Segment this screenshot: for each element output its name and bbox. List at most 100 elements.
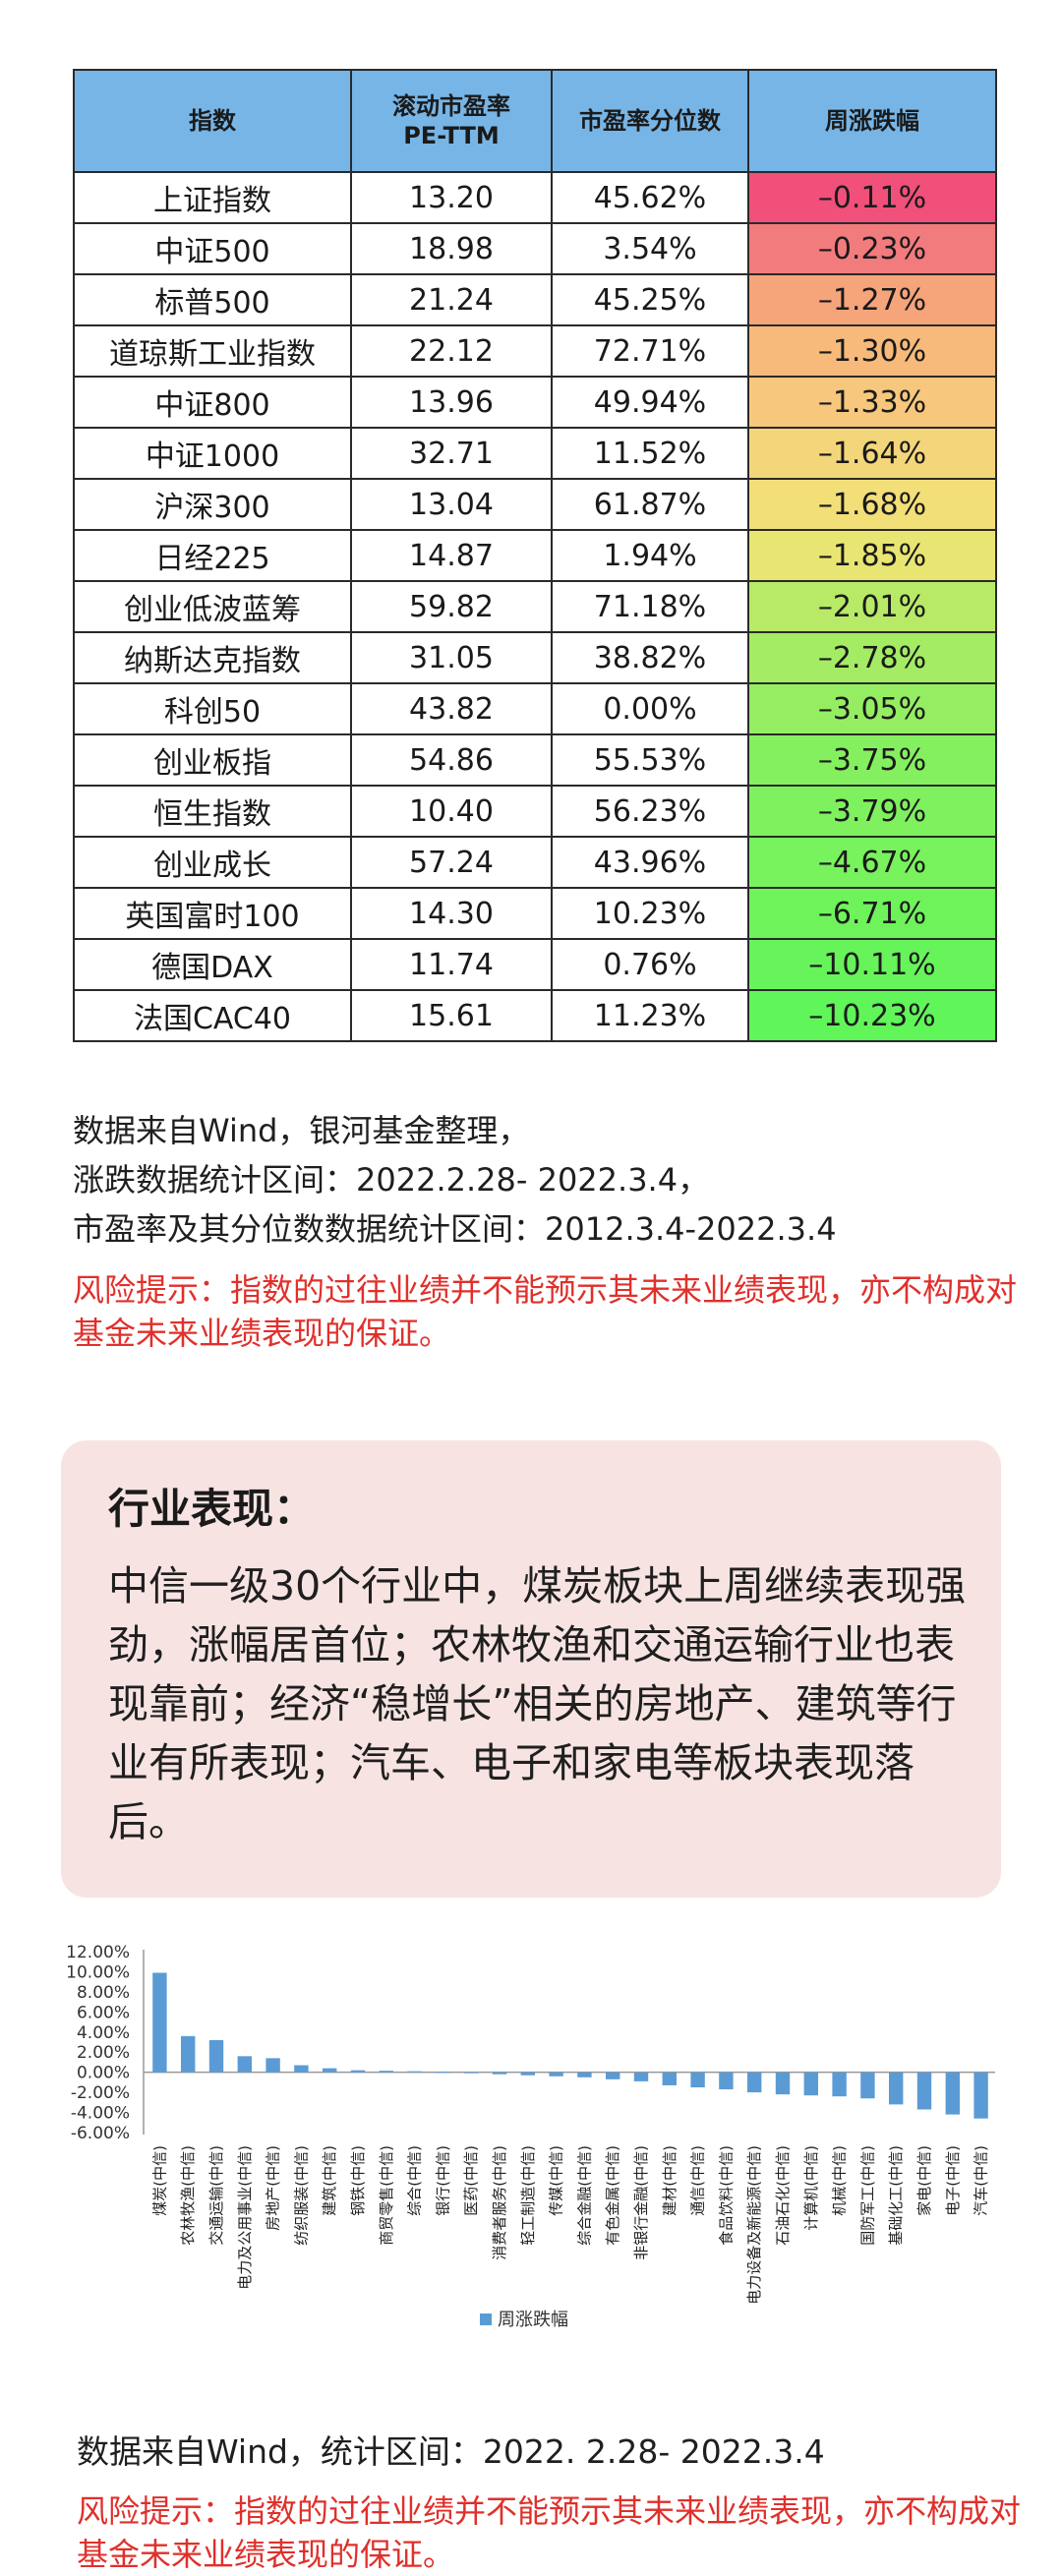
pe-ttm-cell: 10.40 [350,785,553,838]
x-tick-label: 银行(中信) [434,2145,451,2216]
index-name-cell: 创业板指 [73,733,352,787]
pe-percentile-cell: 0.76% [551,938,749,991]
table-row: 创业板指 54.86 55.53% –3.75% [73,733,997,787]
table-row: 中证800 13.96 49.94% –1.33% [73,376,997,429]
pe-percentile-cell: 61.87% [551,478,749,531]
index-table-container: 指数 滚动市盈率 PE-TTM 市盈率分位数 周涨跌幅 上证指数 13.20 45.… [73,69,997,1042]
x-tick-label: 综合金融(中信) [575,2145,593,2246]
x-tick-label: 有色金属(中信) [604,2145,621,2246]
x-tick-label: 建材(中信) [661,2145,678,2216]
index-table: 指数 滚动市盈率 PE-TTM 市盈率分位数 周涨跌幅 上证指数 13.20 45.… [73,69,997,1042]
index-name-cell: 创业成长 [73,836,352,889]
bar [436,2072,450,2074]
pe-ttm-cell: 14.30 [350,887,553,940]
bar [549,2072,563,2077]
table-row: 德国DAX 11.74 0.76% –10.11% [73,938,997,991]
weekly-change-cell: –1.30% [747,324,997,378]
y-tick-label: 10.00% [66,1962,130,1982]
table-row: 标普500 21.24 45.25% –1.27% [73,273,997,326]
pe-ttm-cell: 21.24 [350,273,553,326]
pe-percentile-cell: 56.23% [551,785,749,838]
pe-percentile-cell: 10.23% [551,887,749,940]
x-tick-label: 医药(中信) [462,2145,480,2216]
industry-performance-box: 行业表现： 中信一级30个行业中，煤炭板块上周继续表现强劲，涨幅居首位；农林牧渔… [61,1440,1001,1898]
x-tick-label: 计算机(中信) [802,2145,820,2231]
legend-label: 周涨跌幅 [498,2310,568,2330]
bar [690,2072,705,2087]
weekly-change-cell: –10.11% [747,938,997,991]
y-tick-label: 4.00% [77,2023,130,2043]
x-tick-label: 电子(中信) [944,2145,962,2216]
bar [208,2039,224,2073]
x-tick-label: 国防军工(中信) [858,2145,876,2246]
weekly-change-cell: –3.75% [747,733,997,787]
x-tick-label: 通信(中信) [689,2145,707,2216]
index-name-cell: 创业低波蓝筹 [73,580,352,633]
x-tick-label: 机械(中信) [831,2145,849,2216]
header-index: 指数 [73,69,352,173]
bar [719,2072,734,2090]
header-pe-ttm: 滚动市盈率 PE-TTM [350,69,553,173]
weekly-change-cell: –4.67% [747,836,997,889]
bar [945,2072,960,2115]
bar [860,2072,875,2099]
y-tick-label: 8.00% [77,1983,130,2003]
y-tick-label: -6.00% [71,2124,130,2143]
x-tick-label: 石油石化(中信) [774,2145,792,2246]
bar [294,2065,309,2073]
y-tick-label: -2.00% [71,2083,130,2103]
pe-ttm-cell: 54.86 [350,733,553,787]
weekly-change-cell: –6.71% [747,887,997,940]
table-row: 英国富时100 14.30 10.23% –6.71% [73,887,997,940]
pe-percentile-cell: 11.23% [551,989,749,1042]
bar [803,2072,818,2096]
index-name-cell: 中证800 [73,376,352,429]
weekly-change-cell: –2.78% [747,631,997,684]
index-name-cell: 英国富时100 [73,887,352,940]
pe-percentile-cell: 45.62% [551,171,749,224]
bar [266,2058,280,2073]
weekly-change-cell: –2.01% [747,580,997,633]
bar [662,2072,677,2085]
bar [747,2072,762,2093]
index-name-cell: 道琼斯工业指数 [73,324,352,378]
bar [152,1972,167,2073]
risk-warning-1: 风险提示：指数的过往业绩并不能预示其未来业绩表现，亦不构成对基金未来业绩表现的保… [73,1271,1018,1352]
bar [832,2072,847,2097]
pe-ttm-cell: 57.24 [350,836,553,889]
table-row: 创业低波蓝筹 59.82 71.18% –2.01% [73,580,997,633]
pe-percentile-cell: 0.00% [551,682,749,735]
industry-title: 行业表现： [108,1485,316,1533]
bar [237,2056,252,2073]
bar [606,2072,620,2079]
bar [323,2068,337,2073]
bar [407,2071,422,2073]
source-note-2: 数据来自Wind，统计区间：2022. 2.28- 2022.3.4 [77,2432,825,2471]
x-tick-label: 电力及公用事业(中信) [236,2145,254,2290]
weekly-change-cell: –1.85% [747,529,997,582]
pe-ttm-cell: 43.82 [350,682,553,735]
index-name-cell: 中证1000 [73,427,352,480]
x-tick-label: 综合(中信) [406,2145,424,2216]
x-tick-label: 消费者服务(中信) [491,2145,508,2260]
y-tick-label: 0.00% [77,2064,130,2083]
pe-ttm-cell: 14.87 [350,529,553,582]
header-pe-percentile: 市盈率分位数 [551,69,749,173]
weekly-change-cell: –0.23% [747,222,997,275]
index-name-cell: 日经225 [73,529,352,582]
x-tick-label: 轻工制造(中信) [519,2145,537,2246]
index-name-cell: 恒生指数 [73,785,352,838]
table-row: 创业成长 57.24 43.96% –4.67% [73,836,997,889]
index-name-cell: 科创50 [73,682,352,735]
table-row: 日经225 14.87 1.94% –1.85% [73,529,997,582]
bar [379,2071,393,2073]
x-tick-label: 商贸零售(中信) [378,2145,395,2246]
pe-percentile-cell: 72.71% [551,324,749,378]
legend-swatch [480,2313,492,2325]
pe-ttm-cell: 31.05 [350,631,553,684]
x-tick-label: 交通运输(中信) [207,2145,225,2246]
x-tick-label: 汽车(中信) [973,2145,990,2216]
x-tick-label: 电力设备及新能源(中信) [745,2145,763,2305]
pe-ttm-cell: 59.82 [350,580,553,633]
pe-percentile-cell: 45.25% [551,273,749,326]
